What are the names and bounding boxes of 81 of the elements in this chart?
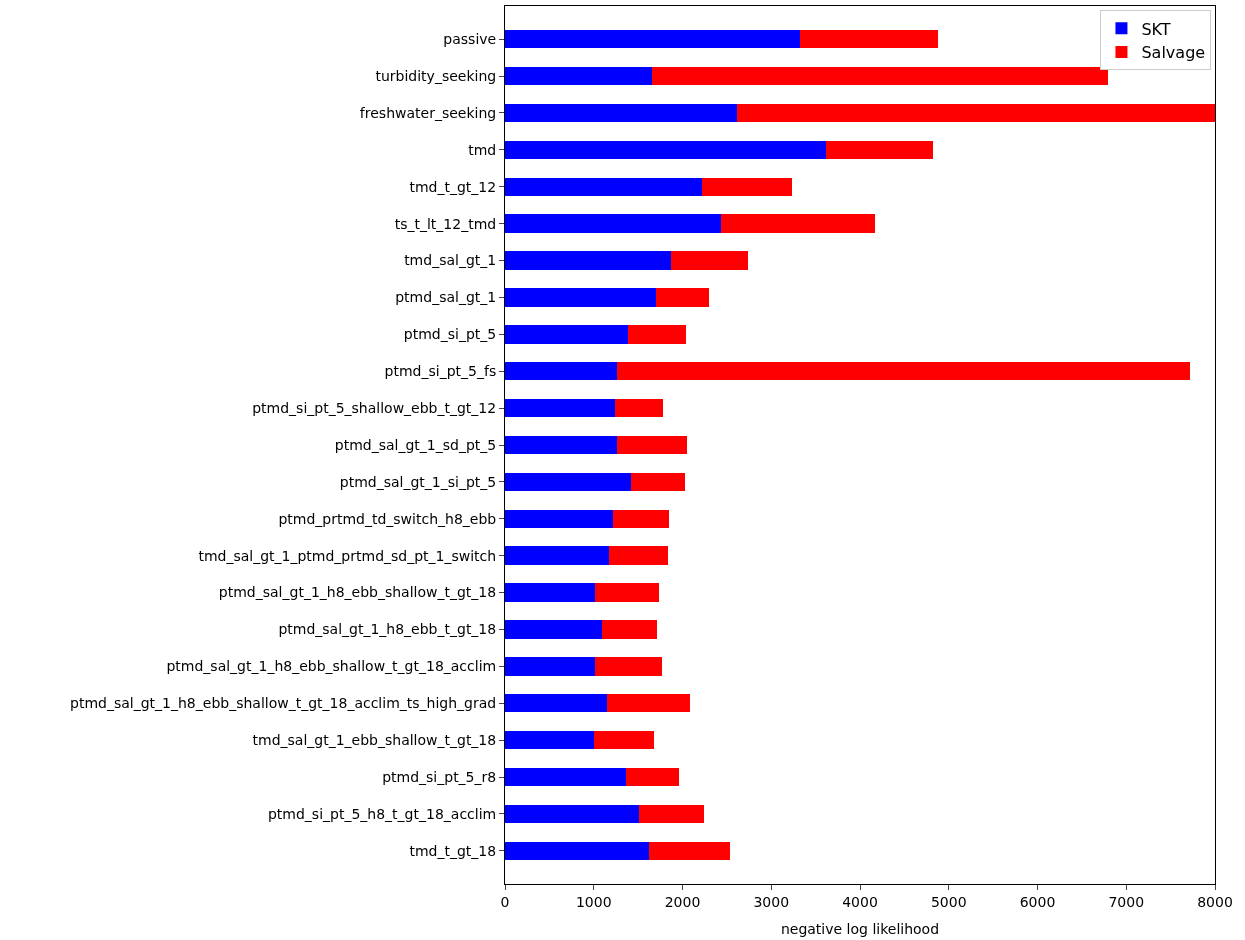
bar xyxy=(616,362,1191,381)
x-tick-label: 8000 xyxy=(1197,893,1233,910)
bar xyxy=(505,583,595,602)
bar xyxy=(505,509,614,528)
bar xyxy=(505,804,640,824)
bar xyxy=(613,509,670,528)
y-tick-label: ptmd_si_pt_5_fs xyxy=(384,363,497,380)
bar xyxy=(652,66,1108,86)
x-tick-label: 2000 xyxy=(664,893,701,910)
y-tick-label: ptmd_si_pt_5 xyxy=(403,326,497,343)
y-tick-label: ptmd_prtmd_td_switch_h8_ebb xyxy=(278,510,497,527)
y-tick-label: ptmd_si_pt_5_h8_t_gt_18_acclim xyxy=(267,805,497,822)
x-tick-label: 6000 xyxy=(1019,893,1056,910)
bar xyxy=(505,472,632,492)
x-tick-label: 1000 xyxy=(575,893,612,910)
y-tick-label: ptmd_sal_gt_1_h8_ebb_t_gt_18 xyxy=(278,621,497,638)
bar xyxy=(505,730,594,750)
bar xyxy=(655,288,710,307)
bar xyxy=(505,288,656,307)
y-tick-label: ts_t_lt_12_tmd xyxy=(394,215,497,232)
y-tick-label: ptmd_sal_gt_1_si_pt_5 xyxy=(339,473,497,490)
bar xyxy=(594,583,660,602)
bar xyxy=(505,66,653,86)
x-axis-title: negative log likelihood xyxy=(780,921,940,938)
bar xyxy=(615,398,663,418)
bar xyxy=(631,472,686,492)
bar xyxy=(736,103,1215,123)
bar xyxy=(593,730,655,750)
bar xyxy=(505,546,609,565)
bar xyxy=(505,325,629,344)
bar xyxy=(505,140,827,160)
bar xyxy=(648,841,731,861)
bar xyxy=(505,398,616,418)
y-tick-label: freshwater_seeking xyxy=(359,104,497,121)
y-tick-label: tmd xyxy=(468,141,497,158)
bar xyxy=(505,177,703,196)
y-tick-label: tmd_sal_gt_1 xyxy=(404,252,497,269)
bar xyxy=(826,140,933,160)
y-tick-label: ptmd_sal_gt_1_sd_pt_5 xyxy=(334,436,497,453)
y-tick-label: turbidity_seeking xyxy=(375,67,497,84)
y-tick-label: passive xyxy=(443,31,497,48)
bar xyxy=(505,362,617,381)
legend-label: SKT xyxy=(1141,19,1171,39)
bar xyxy=(505,103,737,123)
bar xyxy=(616,435,687,455)
x-tick-label: 0 xyxy=(500,893,510,910)
y-tick-label: tmd_t_gt_18 xyxy=(409,842,497,859)
bar xyxy=(702,177,792,196)
x-tick-label: 3000 xyxy=(753,893,790,910)
x-tick-label: 7000 xyxy=(1108,893,1145,910)
bar xyxy=(505,694,608,713)
y-tick-label: ptmd_si_pt_5_r8 xyxy=(382,768,497,785)
y-tick-label: tmd_sal_gt_1_ebb_shallow_t_gt_18 xyxy=(252,732,497,749)
y-tick-label: ptmd_si_pt_5_shallow_ebb_t_gt_12 xyxy=(252,400,497,417)
bar xyxy=(505,841,649,861)
bar xyxy=(720,214,876,233)
bar xyxy=(594,657,663,676)
bar xyxy=(625,767,679,787)
bar xyxy=(799,29,939,49)
bar xyxy=(505,620,602,639)
x-tick-label: 5000 xyxy=(930,893,967,910)
y-tick-label: ptmd_sal_gt_1 xyxy=(395,289,497,306)
bar xyxy=(505,657,595,676)
bar xyxy=(505,767,626,787)
bar xyxy=(505,29,800,49)
x-tick-label: 4000 xyxy=(842,893,878,910)
bar xyxy=(670,251,749,270)
bar xyxy=(505,214,721,233)
bar xyxy=(607,694,691,713)
bar xyxy=(505,435,617,455)
y-tick-label: tmd_sal_gt_1_ptmd_prtmd_sd_pt_1_switch xyxy=(198,547,497,564)
y-tick-label: ptmd_sal_gt_1_h8_ebb_shallow_t_gt_18_acclim xyxy=(166,658,497,675)
bar xyxy=(608,546,669,565)
y-tick-label: ptmd_sal_gt_1_h8_ebb_shallow_t_gt_18 xyxy=(218,584,497,601)
y-tick-label: tmd_t_gt_12 xyxy=(409,178,497,195)
y-tick-label: ptmd_sal_gt_1_h8_ebb_shallow_t_gt_18_acclim_ts_high_grad xyxy=(70,695,497,712)
bar xyxy=(601,620,657,639)
bar xyxy=(628,325,687,344)
bar xyxy=(505,251,671,270)
bar xyxy=(639,804,704,824)
legend-label: Salvage xyxy=(1141,43,1206,63)
